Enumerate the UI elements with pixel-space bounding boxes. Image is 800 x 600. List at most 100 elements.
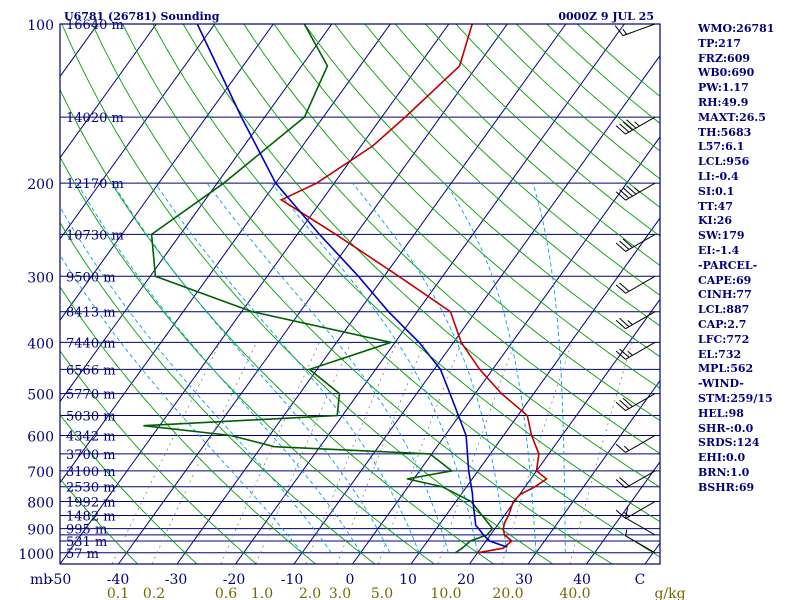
parcel-point xyxy=(482,534,485,536)
height-label: 2530 m xyxy=(66,481,116,496)
dry-adiabat xyxy=(60,221,376,564)
dry-adiabat xyxy=(60,286,316,564)
temperature-point xyxy=(526,414,528,417)
temperature-point xyxy=(503,534,506,536)
dewpoint-point xyxy=(223,182,225,184)
stat-line: -WIND- xyxy=(698,377,744,391)
height-label: 5770 m xyxy=(66,388,116,403)
height-label: 1482 m xyxy=(66,509,116,524)
dewpoint-point xyxy=(326,65,328,67)
temperature-tick-label: 40 xyxy=(573,572,591,588)
dry-adiabat xyxy=(91,24,613,564)
dry-adiabat xyxy=(60,350,257,564)
temperature-point xyxy=(460,341,462,343)
height-label: 7440 m xyxy=(66,336,116,351)
height-label: 8413 m xyxy=(66,306,116,321)
pressure-tick-label: 200 xyxy=(27,177,54,193)
moist-adiabat xyxy=(60,254,303,554)
temperature-tick-label: -30 xyxy=(165,572,188,588)
parcel-point xyxy=(387,311,390,313)
mixing-ratio-label: 0.6 xyxy=(215,586,237,600)
temperature-point xyxy=(449,311,452,313)
parcel-point xyxy=(506,546,508,548)
dewpoint-point xyxy=(492,527,494,530)
stat-line: RH:49.9 xyxy=(698,95,749,109)
isotherm-line xyxy=(60,24,157,159)
isotherm-line xyxy=(176,24,567,564)
temperature-point xyxy=(479,368,481,371)
stat-line: L57:6.1 xyxy=(698,140,745,154)
stat-line: SW:179 xyxy=(698,229,745,243)
mixing-ratio-line xyxy=(501,342,573,564)
parcel-point xyxy=(357,275,360,277)
parcel-point xyxy=(439,368,442,371)
temperature-tick-label: 20 xyxy=(457,572,475,588)
dry-adiabat xyxy=(60,156,435,564)
height-label: 57 m xyxy=(66,547,99,562)
wind-barb xyxy=(615,233,656,252)
stat-line: BRN:1.0 xyxy=(698,465,750,479)
temperature-point xyxy=(538,453,540,455)
pressure-tick-label: 100 xyxy=(27,18,54,34)
isotherm-line xyxy=(586,461,660,564)
temperature-tick-label: 10 xyxy=(399,572,417,588)
mixing-ratio-line xyxy=(569,342,633,564)
height-label: 9500 m xyxy=(66,270,116,285)
height-label: 14020 m xyxy=(66,111,124,126)
mixing-ratio-label: 5.0 xyxy=(371,586,393,600)
wind-barb xyxy=(625,529,656,554)
moist-adiabat xyxy=(154,182,420,553)
parcel-point xyxy=(275,182,277,184)
parcel-point xyxy=(449,393,451,395)
dewpoint-point xyxy=(230,434,232,437)
wind-barb xyxy=(615,182,656,201)
temperature-point xyxy=(512,500,514,503)
pressure-tick-label: 1000 xyxy=(18,547,54,563)
isotherm-line xyxy=(352,136,660,564)
stat-line: KI:26 xyxy=(698,214,733,228)
dry-adiabat xyxy=(122,24,660,558)
dewpoint-point xyxy=(154,275,157,277)
dewpoint-point xyxy=(151,233,153,236)
dewpoint-point xyxy=(273,446,275,448)
pressure-unit-label: mb xyxy=(30,572,52,588)
wind-barb xyxy=(614,23,656,37)
dry-adiabat xyxy=(394,24,660,266)
dewpoint-point xyxy=(461,547,463,549)
temperature-tick-label: -10 xyxy=(281,572,304,588)
stat-line: EHI:0.0 xyxy=(698,451,746,465)
dewpoint-point xyxy=(429,453,431,455)
time-title: 0000Z 9 JUL 25 xyxy=(558,10,654,23)
parcel-point xyxy=(478,527,480,530)
mixing-ratio-label: 20.0 xyxy=(492,586,523,600)
dewpoint-point xyxy=(303,116,306,118)
parcel-point xyxy=(472,500,474,503)
wind-barb xyxy=(615,341,656,360)
temperature-point xyxy=(372,145,374,147)
height-label: 4342 m xyxy=(66,429,116,444)
mixing-ratio-label: 3.0 xyxy=(329,586,351,600)
height-label: 16640 m xyxy=(66,18,124,33)
stat-line: CINH:77 xyxy=(698,288,752,302)
temperature-point xyxy=(500,393,503,395)
temperature-tick-label: C xyxy=(635,572,646,588)
dry-adiabat xyxy=(273,24,660,389)
isotherm-line xyxy=(60,24,274,322)
parcel-point xyxy=(318,233,321,236)
height-label: 995 m xyxy=(66,523,107,538)
isotherm-line xyxy=(527,379,660,564)
temperature-point xyxy=(502,527,504,530)
moist-adiabat xyxy=(112,182,391,553)
height-label: 6566 m xyxy=(66,363,116,378)
parcel-point xyxy=(468,470,470,472)
temperature-point xyxy=(511,540,513,542)
mixing-ratio-line xyxy=(336,342,425,564)
temperature-point xyxy=(502,547,504,549)
pressure-tick-label: 300 xyxy=(27,270,54,286)
wind-barb xyxy=(615,311,656,330)
dewpoint-point xyxy=(486,534,488,536)
height-label: 12170 m xyxy=(66,177,124,192)
moist-adiabat xyxy=(445,182,537,553)
mixing-ratio-label: g/kg xyxy=(654,586,685,600)
